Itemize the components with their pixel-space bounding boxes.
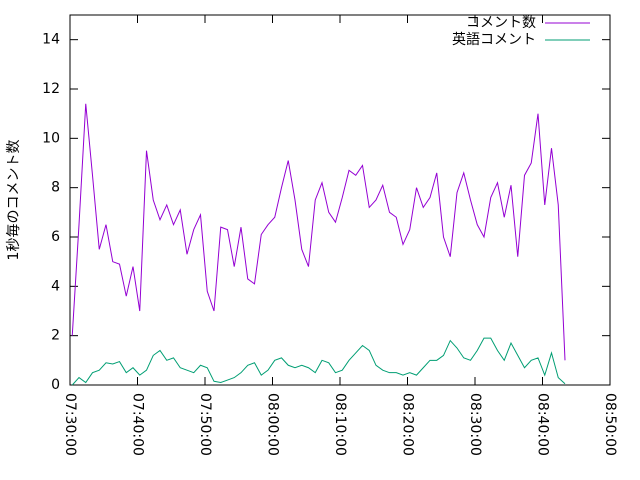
- series-line: [71, 103, 566, 361]
- y-tick-label: 14: [42, 32, 60, 48]
- y-tick-label: 12: [42, 81, 60, 97]
- x-tick-label: 08:40:00: [535, 393, 551, 456]
- legend-label: 英語コメント: [452, 31, 536, 48]
- x-tick-label: 08:00:00: [265, 393, 281, 456]
- x-tick-label: 07:40:00: [130, 393, 146, 456]
- y-tick-label: 8: [51, 180, 60, 196]
- plot-border: [69, 14, 611, 386]
- x-tick-label: 08:20:00: [400, 393, 416, 456]
- y-tick-label: 4: [51, 278, 60, 294]
- y-axis-label: 1秒毎のコメント数: [6, 140, 22, 261]
- y-tick-label: 2: [51, 328, 60, 344]
- y-tick-label: 0: [51, 377, 60, 393]
- series-line: [71, 337, 566, 386]
- y-tick-label: 10: [42, 130, 60, 146]
- y-tick-label: 6: [51, 229, 60, 245]
- x-tick-label: 08:50:00: [602, 393, 618, 456]
- x-tick-label: 07:30:00: [62, 393, 78, 456]
- x-tick-label: 08:30:00: [467, 393, 483, 456]
- legend-label: コメント数: [466, 15, 536, 31]
- x-tick-label: 07:50:00: [197, 393, 213, 456]
- x-tick-label: 08:10:00: [332, 393, 348, 456]
